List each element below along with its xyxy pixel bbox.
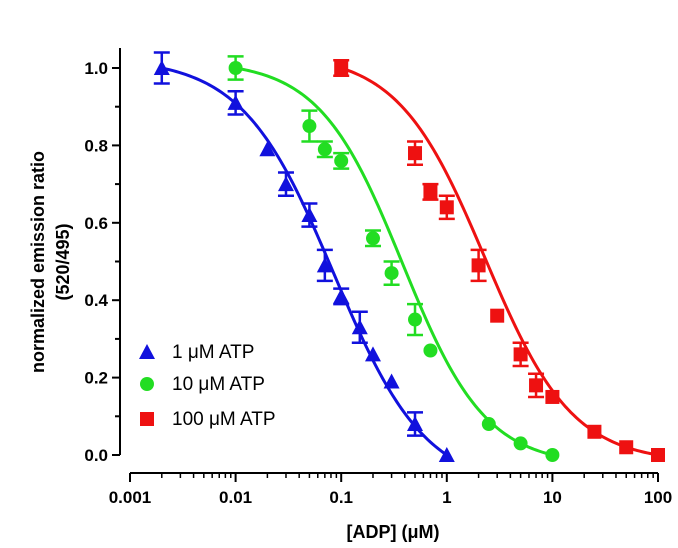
x-tick-label: 10 (543, 488, 562, 507)
data-point (587, 424, 602, 439)
data-point (228, 61, 243, 75)
fit-curve (340, 66, 659, 457)
legend-marker (140, 377, 154, 391)
data-point (301, 207, 318, 223)
data-point (277, 176, 294, 192)
legend-label: 10 μM ATP (172, 374, 265, 395)
legend: 1 μM ATP 10 μM ATP 100 μM ATP (139, 342, 276, 430)
data-point (513, 436, 528, 451)
data-point (365, 231, 380, 246)
data-point (408, 146, 423, 161)
x-tick-label: 0.001 (109, 488, 152, 507)
fit-curve (235, 66, 553, 457)
data-point (316, 257, 333, 273)
x-tick-label: 0.01 (219, 488, 252, 507)
data-point (423, 343, 438, 358)
data-markers (153, 60, 665, 462)
y-tick-label: 0.4 (84, 291, 108, 310)
x-tick-label: 100 (644, 488, 672, 507)
data-point (364, 346, 381, 362)
data-point (545, 389, 560, 404)
y-tick-label: 0.2 (84, 369, 108, 388)
data-point (351, 319, 368, 335)
data-point (259, 141, 276, 157)
y-axis-title-line1: normalized emission ratio (28, 151, 48, 373)
data-point (334, 61, 349, 75)
fit-curves (161, 66, 659, 457)
x-axis-title: [ADP] (μM) (347, 522, 440, 542)
data-point (333, 288, 350, 304)
y-tick-label: 0.8 (84, 136, 108, 155)
fit-curve (161, 66, 448, 457)
data-point (439, 200, 454, 215)
data-point (302, 119, 317, 134)
y-tick-label: 0.0 (84, 446, 108, 465)
data-point (471, 258, 486, 273)
y-axis-title-line2: (520/495) (53, 223, 73, 300)
data-point (407, 416, 424, 432)
data-point (529, 378, 544, 393)
legend-marker (139, 344, 155, 359)
legend-label: 1 μM ATP (172, 342, 254, 363)
data-point (423, 184, 438, 199)
y-tick-label: 1.0 (84, 59, 108, 78)
data-point (317, 142, 332, 157)
y-tick-label: 0.6 (84, 214, 108, 233)
axes: 0.0 0.2 0.4 0.6 0.8 1.0 0.001 0.01 0.1 1 10 100 (84, 48, 672, 507)
data-point (481, 417, 496, 432)
x-tick-label: 0.1 (329, 488, 353, 507)
data-point (383, 373, 400, 389)
data-point (545, 448, 560, 462)
data-point (619, 440, 634, 455)
legend-label: 100 μM ATP (172, 409, 276, 430)
data-point (513, 347, 528, 362)
data-point (384, 266, 399, 281)
data-point (334, 153, 349, 168)
data-point (651, 448, 665, 462)
data-point (153, 60, 170, 75)
data-point (490, 308, 505, 323)
data-point (438, 447, 455, 462)
legend-marker (140, 412, 154, 426)
x-tick-label: 1 (442, 488, 451, 507)
data-point (227, 94, 244, 110)
data-point (408, 312, 423, 327)
